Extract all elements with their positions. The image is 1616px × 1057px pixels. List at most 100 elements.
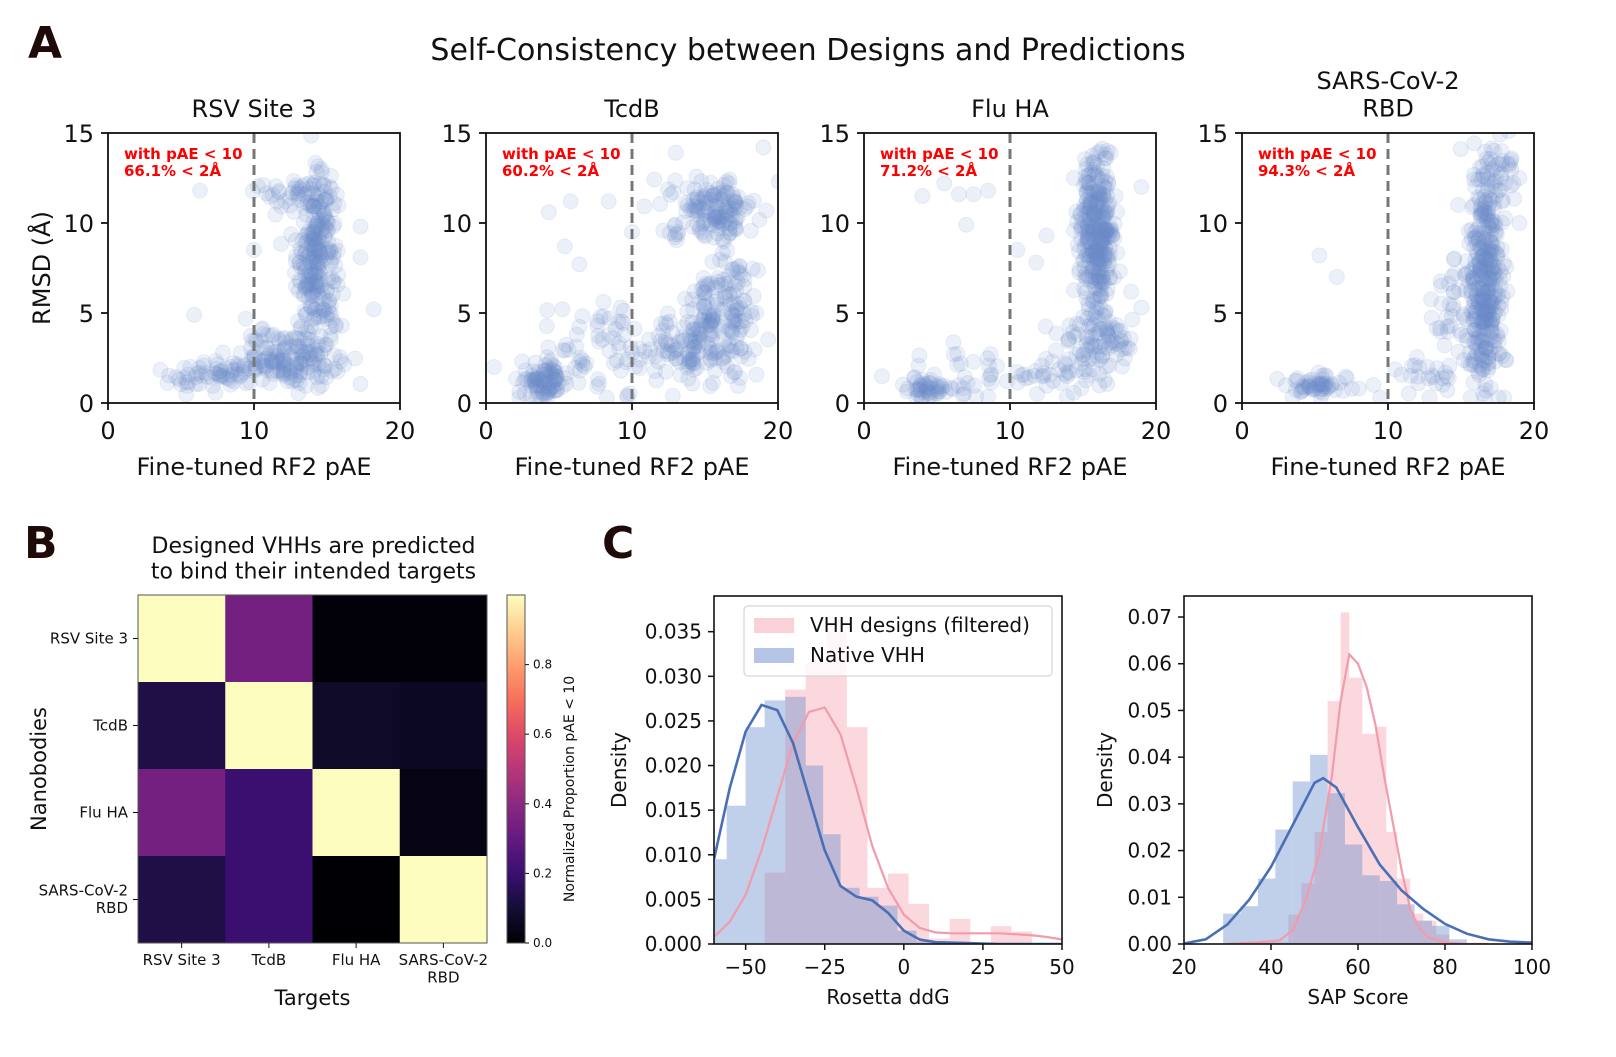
x-tick-label: 20 — [763, 417, 794, 445]
scatter-point — [1100, 340, 1117, 357]
scatter-point — [1092, 286, 1109, 303]
scatter-point — [303, 284, 320, 301]
scatter-point — [661, 313, 678, 330]
scatter-point — [320, 271, 337, 288]
scatter-point — [547, 372, 564, 389]
scatter-point — [1499, 155, 1516, 172]
scatter-point — [1481, 246, 1498, 263]
scatter-point — [299, 343, 316, 360]
scatter-point — [1478, 320, 1495, 337]
scatter-point — [704, 310, 721, 327]
scatter-point — [1500, 133, 1517, 140]
scatter-point — [274, 349, 291, 366]
scatter-point — [311, 242, 328, 259]
scatter-point — [1476, 200, 1493, 217]
scatter-point — [686, 202, 703, 219]
scatter-point — [1079, 216, 1096, 233]
scatter-point — [329, 363, 346, 380]
scatter-point — [724, 323, 741, 340]
scatter-point — [294, 356, 311, 373]
scatter-point — [303, 133, 320, 144]
scatter-point — [1463, 281, 1480, 298]
histogram-bar — [908, 903, 930, 944]
scatter-point — [1073, 219, 1090, 236]
y-tick-label: 15 — [1197, 120, 1228, 148]
scatter-point — [544, 368, 561, 385]
scatter-point — [685, 321, 702, 338]
scatter-point — [547, 363, 564, 380]
scatter-point — [1476, 264, 1493, 281]
scatter-point — [591, 333, 608, 350]
scatter-point — [1082, 194, 1099, 211]
scatter-point — [1445, 297, 1462, 314]
scatter-point — [311, 198, 328, 215]
scatter-point — [243, 348, 260, 365]
scatter-point — [1465, 374, 1482, 391]
scatter-point — [263, 351, 280, 368]
scatter-point — [915, 375, 932, 392]
scatter-point — [1483, 324, 1500, 341]
scatter-point — [1284, 388, 1301, 403]
scatter-point — [1106, 215, 1123, 232]
x-tick-label: 10 — [239, 417, 270, 445]
scatter-point — [702, 344, 719, 361]
scatter-point — [1096, 150, 1113, 167]
scatter-point — [968, 388, 985, 403]
scatter-point — [690, 334, 707, 351]
scatter-point — [714, 191, 731, 208]
scatter-point — [1114, 358, 1131, 375]
scatter-point — [693, 317, 710, 334]
scatter-point — [264, 366, 281, 383]
scatter-point — [1490, 333, 1507, 350]
scatter-point — [1027, 363, 1044, 380]
scatter-point — [291, 375, 308, 392]
scatter-point — [305, 177, 322, 194]
scatter-point — [1483, 240, 1500, 257]
scatter-point — [730, 377, 747, 394]
scatter-point — [1098, 150, 1115, 167]
scatter-point — [1057, 366, 1074, 383]
scatter-point — [1475, 230, 1492, 247]
scatter-point — [178, 374, 195, 391]
scatter-point — [1298, 374, 1315, 391]
scatter-point — [1079, 247, 1096, 264]
scatter-point — [1080, 220, 1097, 237]
scatter-point — [326, 195, 343, 212]
scatter-point — [1468, 287, 1485, 304]
y-tick-label: 0.030 — [645, 664, 702, 688]
scatter-point — [306, 198, 323, 215]
scatter-point — [1096, 203, 1113, 220]
scatter-point — [1494, 152, 1511, 169]
scatter-point — [1466, 307, 1483, 324]
scatter-point — [273, 198, 290, 215]
scatter-point — [931, 383, 948, 400]
scatter-point — [312, 308, 329, 325]
scatter-point — [1099, 249, 1116, 266]
scatter-point — [302, 180, 319, 197]
scatter-point — [1483, 312, 1500, 329]
scatter-point — [1085, 162, 1102, 179]
scatter-point — [1467, 321, 1484, 338]
scatter-point — [229, 366, 246, 383]
scatter-point — [715, 187, 732, 204]
scatter-point — [595, 308, 612, 325]
scatter-point — [314, 247, 331, 264]
scatter-point — [1471, 366, 1488, 383]
scatter-point — [686, 181, 703, 198]
scatter-point — [727, 315, 744, 332]
scatter-point — [1484, 297, 1501, 314]
scatter-point — [1475, 247, 1492, 264]
x-axis-label: Fine-tuned RF2 pAE — [514, 453, 749, 481]
scatter-point — [540, 384, 557, 401]
scatter-point — [1411, 359, 1428, 376]
scatter-point-outlier — [365, 301, 382, 318]
scatter-point — [1101, 239, 1118, 256]
scatter-point — [657, 363, 674, 380]
scatter-point — [1406, 357, 1423, 374]
scatter-point — [1094, 229, 1111, 246]
scatter-point — [1100, 229, 1117, 246]
scatter-point — [218, 369, 235, 386]
scatter-point — [1094, 195, 1111, 212]
scatter-point — [244, 332, 261, 349]
scatter-point — [692, 327, 709, 344]
